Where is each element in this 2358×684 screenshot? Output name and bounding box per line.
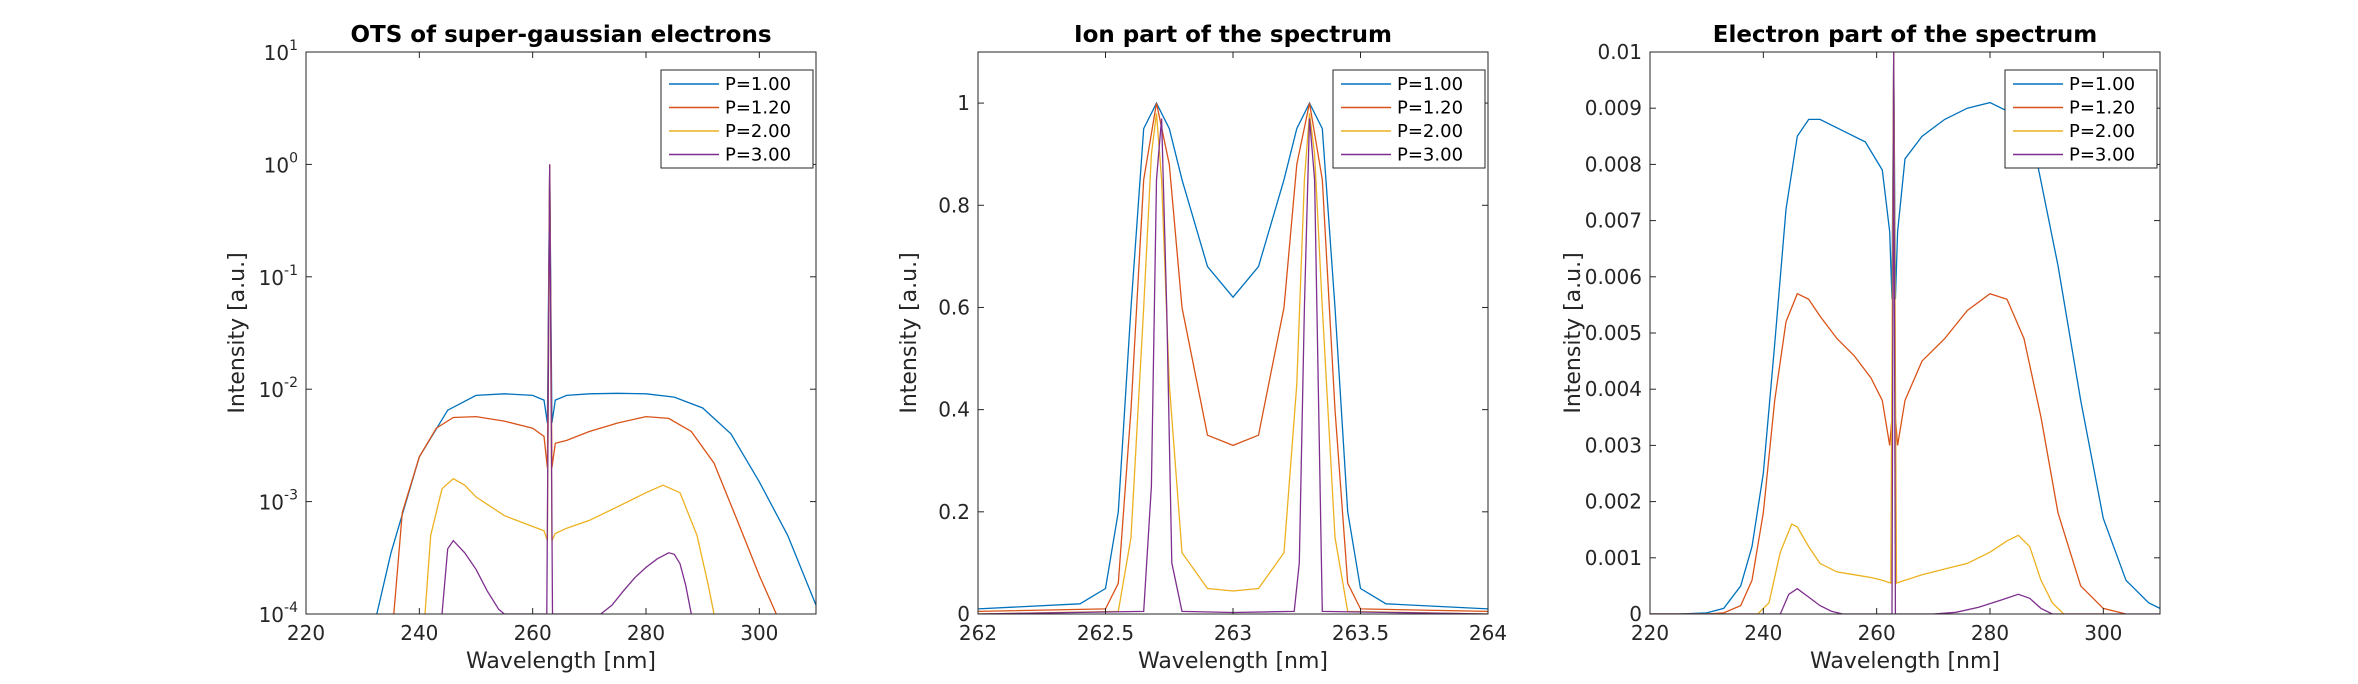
legend-entry: P=3.00: [725, 145, 791, 166]
x-tick-label: 240: [400, 621, 438, 645]
y-tick-label: 0.01: [1597, 40, 1642, 64]
legend: P=1.00 P=1.20P=2.00 P=3.00: [1332, 69, 1486, 169]
legend-box: [2004, 69, 2158, 169]
y-axis-label: Intensity [a.u.]: [1561, 252, 1586, 413]
series-line-3: [978, 113, 1488, 614]
y-tick-label: 0.6: [938, 295, 970, 319]
y-tick-label: 100: [264, 150, 298, 177]
series-line-1: [376, 164, 816, 614]
legend-entry: P=2.00: [725, 121, 791, 142]
y-tick-label: 1: [957, 91, 970, 115]
legend-entry: P=2.00: [2069, 121, 2135, 142]
y-tick-label: 10-4: [259, 600, 299, 627]
chart-title: Electron part of the spectrum: [1713, 22, 2098, 48]
legend-entry: P=1.20: [2069, 98, 2135, 119]
series-line-3: [1650, 52, 2104, 614]
x-axis-label: Wavelength [nm]: [466, 649, 656, 674]
series-group: [376, 164, 816, 614]
chart-3: 220 240 260 280 300 0 0.001 0.002 0.003 0.004 0.00…: [1561, 22, 2161, 674]
chart-title: OTS of super-gaussian electrons: [350, 22, 771, 48]
legend-entry: P=3.00: [1397, 145, 1463, 166]
x-tick-label: 280: [627, 621, 665, 645]
y-axis-label: Intensity [a.u.]: [225, 252, 250, 413]
y-tick-label: 10-2: [259, 375, 298, 402]
series-line-4: [978, 118, 1488, 614]
x-tick-label: 262: [959, 621, 997, 645]
y-tick-label: 0.4: [938, 398, 970, 422]
x-tick-label: 260: [514, 621, 552, 645]
y-tick-label: 0.003: [1585, 433, 1642, 457]
y-tick-label: 0.8: [938, 193, 970, 217]
series-line-2: [1650, 52, 2127, 614]
y-tick-label: 0.008: [1585, 152, 1642, 176]
y-tick-label: 0.001: [1585, 546, 1642, 570]
series-line-4: [1650, 52, 2160, 614]
legend-entry: P=1.20: [725, 98, 791, 119]
x-tick-label: 300: [740, 621, 778, 645]
x-tick-label: 220: [1631, 621, 1669, 645]
series-group: [978, 101, 1488, 614]
x-tick-label: 264: [1469, 621, 1507, 645]
axes-box: [305, 51, 817, 615]
legend: P=1.00 P=1.20P=2.00 P=3.00: [660, 69, 814, 169]
x-tick-label: 240: [1744, 621, 1782, 645]
x-tick-label: 220: [287, 621, 325, 645]
y-tick-label: 0: [957, 602, 970, 626]
y-tick-label: 0.009: [1585, 96, 1642, 120]
x-tick-label: 260: [1858, 621, 1896, 645]
y-tick-label: 101: [264, 38, 298, 65]
y-tick-label: 0.2: [938, 500, 970, 524]
series-line-4: [441, 164, 692, 614]
y-tick-label: 0.006: [1585, 265, 1642, 289]
y-tick-label: 10-1: [259, 263, 298, 290]
x-axis-label: Wavelength [nm]: [1138, 649, 1328, 674]
x-tick-label: 280: [1971, 621, 2009, 645]
y-tick-label: 10-3: [259, 488, 298, 515]
y-tick-label: 0: [1629, 602, 1642, 626]
y-tick-label: 0.005: [1585, 321, 1642, 345]
chart-2: 262 262.5 263 263.5 264 0 0.2 0.4 0.6 0.8 1 Ion par…: [897, 22, 1507, 674]
legend-box: [1332, 69, 1486, 169]
chart-1: 220 240 260 280 300 10-4 10-3 10-2 10-1 100 101 OTS…: [225, 22, 817, 674]
y-tick-label: 0.007: [1585, 209, 1642, 233]
legend-box: [660, 69, 814, 169]
legend-entry: P=2.00: [1397, 121, 1463, 142]
x-tick-label: 262.5: [1077, 621, 1134, 645]
y-tick-label: 0.004: [1585, 377, 1642, 401]
x-tick-label: 263.5: [1332, 621, 1389, 645]
legend-entry: P=1.20: [1397, 98, 1463, 119]
x-tick-label: 263: [1214, 621, 1252, 645]
y-axis-label: Intensity [a.u.]: [897, 252, 922, 413]
legend-entry: P=1.00: [2069, 74, 2135, 95]
series-line-1: [978, 101, 1488, 610]
y-tick-label: 0.002: [1585, 490, 1642, 514]
legend: P=1.00 P=1.20P=2.00 P=3.00: [2004, 69, 2158, 169]
chart-title: Ion part of the spectrum: [1074, 22, 1392, 48]
series-group: [1650, 52, 2160, 614]
legend-entry: P=1.00: [725, 74, 791, 95]
series-line-2: [978, 102, 1488, 613]
legend-entry: P=1.00: [1397, 74, 1463, 95]
legend-entry: P=3.00: [2069, 145, 2135, 166]
x-tick-label: 300: [2084, 621, 2122, 645]
x-axis-label: Wavelength [nm]: [1810, 649, 2000, 674]
